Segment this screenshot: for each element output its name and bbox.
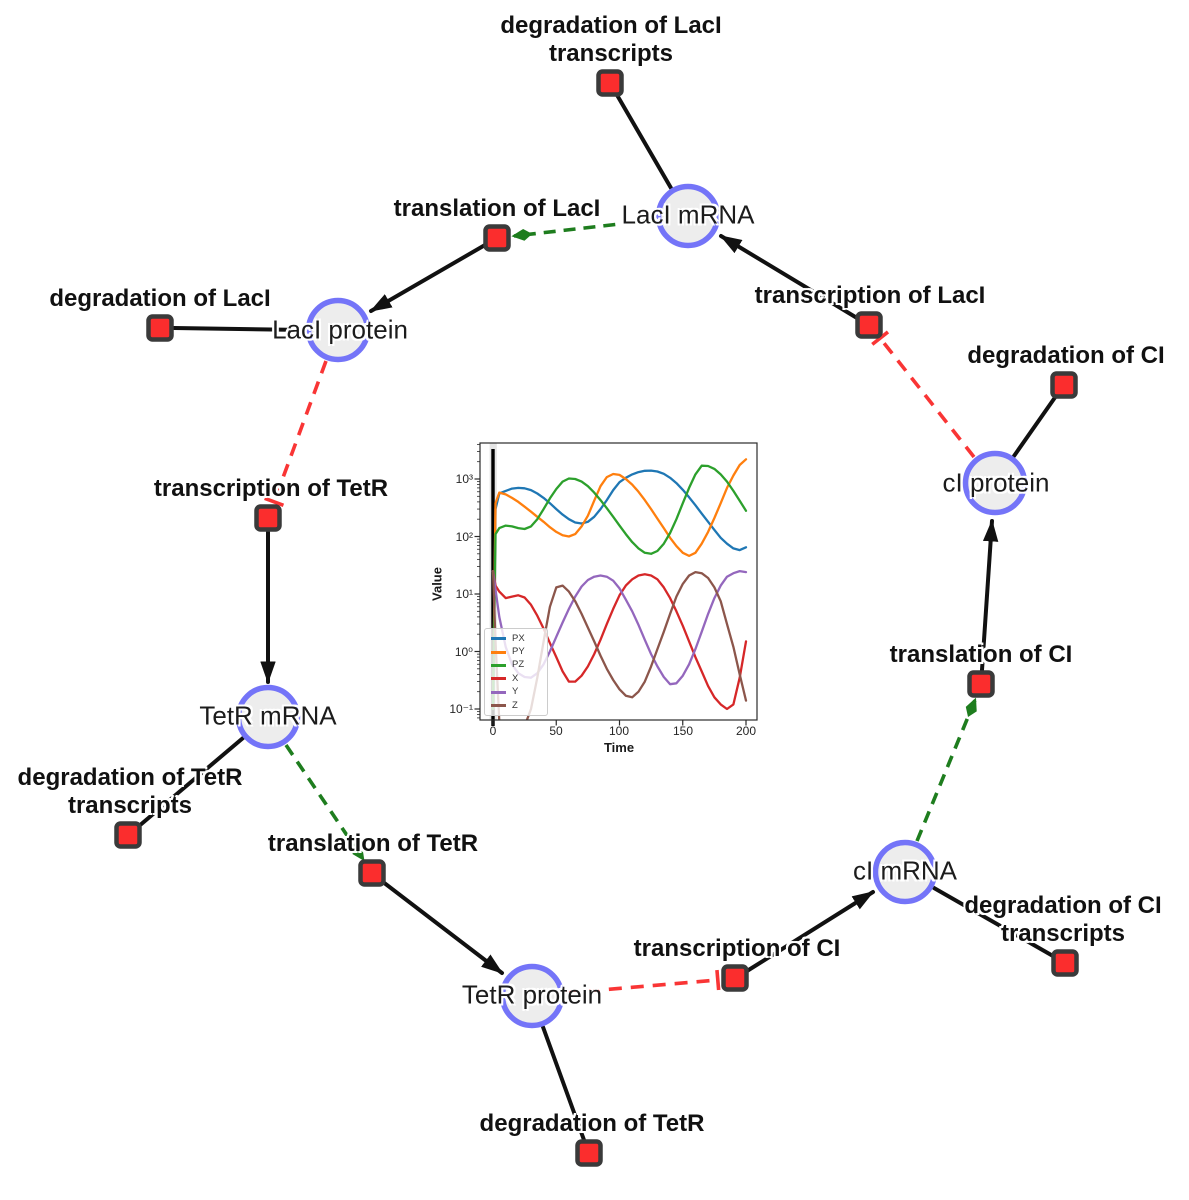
y-tick-1e0: 10⁰ [454,644,473,659]
reaction-node-translation-ci[interactable] [967,670,995,698]
edge-tetr-mrna-modifies-translation-tetr [284,743,365,862]
legend-swatch-pz [491,663,506,667]
y-tick-1e-1: 10⁻¹ [449,702,473,716]
reaction-node-transcription-laci[interactable] [855,311,883,339]
reaction-label-translation-tetr: translation of TetR [267,830,479,857]
reaction-label-transcription-tetr: transcription of TetR [153,475,389,502]
species-node-ci-mrna[interactable] [872,839,938,905]
reaction-node-deg-ci-transcripts[interactable] [1051,949,1079,977]
plot-legend: PX PY PZ X Y Z [484,628,548,717]
x-tick-150: 150 [672,724,694,738]
legend-swatch-x [491,677,506,681]
y-tick-1e3: 10³ [455,472,473,486]
x-tick-50: 50 [549,724,563,738]
legend-entry-pz: PZ [491,659,541,672]
legend-swatch-py [491,650,506,654]
series-x [491,569,748,711]
reaction-label-deg-tetr: degradation of TetR [479,1110,705,1137]
reaction-label-translation-ci: translation of CI [889,641,1073,668]
reaction-label-translation-laci: translation of LacI [393,195,601,222]
legend-entry-x: X [491,672,541,685]
species-node-laci-mrna[interactable] [655,183,721,249]
edge-translation-laci-to-laci-protein [369,243,487,313]
edge-ci-mrna-deg-ci-transcripts [932,886,1055,958]
reaction-node-deg-laci[interactable] [146,314,174,342]
species-label-tetr-protein: TetR protein [461,979,603,1010]
edge-translation-tetr-to-tetr-protein [381,880,504,975]
y-tick-1e1: 10¹ [455,587,473,601]
species-label-ci-protein: cI protein [942,467,1050,498]
reaction-node-translation-laci[interactable] [483,224,511,252]
edge-tetr-protein-deg-tetr [541,1025,586,1142]
species-label-laci-protein: LacI protein [272,314,408,345]
reaction-label-deg-laci-transcripts: degradation of LacI transcripts [500,12,722,67]
edge-laci-mrna-modifies-translation-laci [511,218,656,241]
reaction-node-transcription-tetr[interactable] [254,504,282,532]
species-label-laci-mrna: LacI mRNA [621,199,755,230]
species-node-laci-protein[interactable] [305,297,371,363]
y-tick-1e2: 10² [455,529,473,544]
species-node-ci-protein[interactable] [962,450,1028,516]
edge-translation-ci-to-ci-protein [980,519,999,672]
edge-ci-protein-deg-ci [1012,394,1058,458]
edge-ci-protein-inhibits-transcription-laci [871,330,976,459]
series-py [491,458,748,711]
x-tick-100: 100 [608,724,630,738]
species-node-tetr-mrna[interactable] [235,684,301,750]
simulation-plot: 0 50 100 150 200 10⁻¹ 10⁰ 10¹ 10² 10³ Ti… [425,440,772,770]
edge-tetr-protein-inhibits-transcription-ci [564,969,721,995]
species-label-ci-mrna: cI mRNA [853,855,957,886]
axes-box [479,442,758,721]
reaction-node-translation-tetr[interactable] [358,859,386,887]
legend-swatch-y [491,690,506,694]
edge-laci-protein-deg-laci [172,326,307,332]
edge-ci-mrna-modifies-translation-ci [915,697,977,842]
reaction-node-deg-tetr[interactable] [575,1139,603,1167]
y-axis-label: Value [429,567,445,601]
series-pz [491,464,748,711]
legend-entry-z: Z [491,699,541,712]
reaction-label-deg-ci-transcripts: degradation of CI transcripts [964,892,1162,947]
plot-canvas [474,442,758,726]
edge-tetr-mrna-deg-tetr-transcripts [137,736,245,828]
species-label-tetr-mrna: TetR mRNA [199,700,337,731]
reaction-node-deg-laci-transcripts[interactable] [596,69,624,97]
legend-swatch-z [491,704,506,708]
x-axis-label: Time [603,740,635,755]
reaction-label-deg-tetr-transcripts: degradation of TetR transcripts [17,764,243,819]
reaction-label-deg-laci: degradation of LacI [49,285,271,312]
reaction-label-transcription-ci: transcription of CI [633,935,841,962]
legend-entry-y: Y [491,686,541,699]
series-px [491,469,748,711]
legend-entry-px: PX [491,632,541,645]
edge-transcription-laci-to-laci-mrna [719,234,859,320]
x-tick-0: 0 [489,724,497,738]
legend-entry-py: PY [491,645,541,658]
reaction-node-transcription-ci[interactable] [721,964,749,992]
reaction-label-deg-ci: degradation of CI [967,342,1165,369]
species-node-tetr-protein[interactable] [499,963,565,1029]
reaction-node-deg-tetr-transcripts[interactable] [114,821,142,849]
edge-transcription-ci-to-ci-mrna [745,890,875,973]
x-tick-200: 200 [735,724,757,738]
reaction-label-transcription-laci: transcription of LacI [754,282,986,309]
edge-laci-mrna-deg-laci-transcripts [615,93,673,190]
edge-laci-protein-inhibits-transcription-tetr [264,360,328,507]
legend-swatch-px [491,637,506,641]
reaction-node-deg-ci[interactable] [1050,371,1078,399]
